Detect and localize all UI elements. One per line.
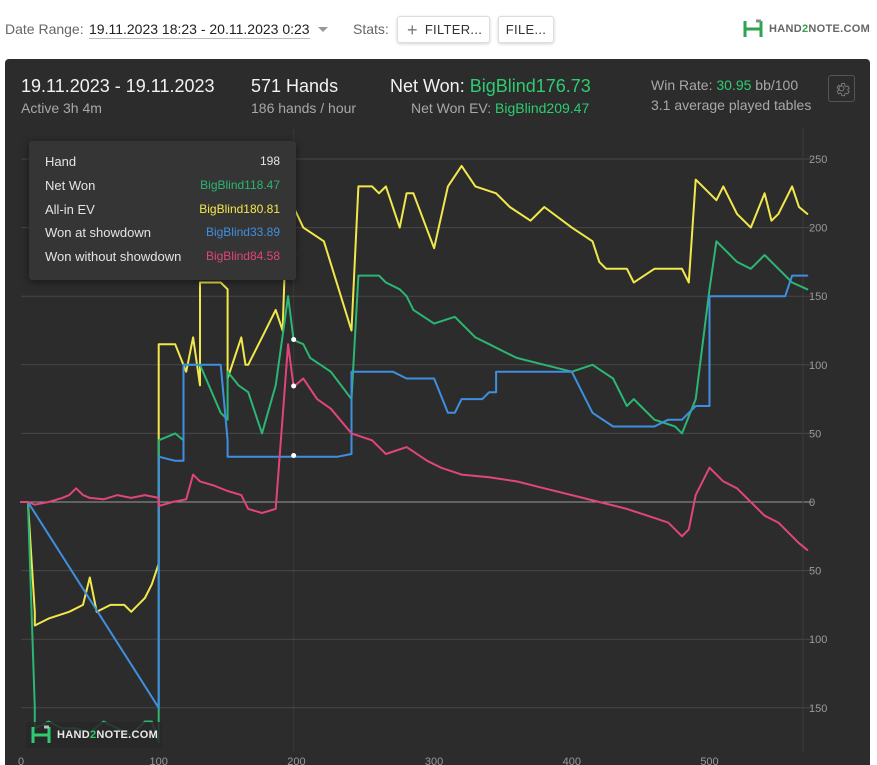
x-tick-label: 400 [563, 756, 581, 765]
results-panel: 19.11.2023 - 19.11.2023 Active 3h 4m 571… [5, 59, 870, 765]
hover-point [291, 383, 297, 389]
tooltip-value: BigBlind33.89 [205, 225, 280, 239]
net-won-ev: Net Won EV: BigBlind209.47 [411, 100, 589, 116]
filter-button[interactable]: + FILTER... [397, 16, 490, 43]
tooltip-value: BigBlind84.58 [205, 249, 280, 263]
tooltip-label: All-in EV [45, 202, 95, 217]
tooltip-row-net-won: Net Won BigBlind118.47 [45, 178, 280, 193]
net-won-ev-label: Net Won EV: [411, 100, 492, 116]
hover-point [291, 336, 297, 342]
tooltip-row-hand: Hand 198 [45, 154, 280, 169]
net-won-value: BigBlind176.73 [469, 76, 591, 96]
y-tick-label: 200 [809, 223, 827, 235]
x-tick-label: 500 [700, 756, 718, 765]
y-tick-label: 150 [809, 703, 827, 715]
series-line-no-showdown [20, 343, 809, 551]
hover-point [291, 453, 297, 459]
net-won-label: Net Won: [390, 76, 465, 96]
settings-button[interactable] [828, 75, 855, 102]
y-tick-label: 100 [809, 360, 827, 372]
average-tables: 3.1 average played tables [651, 97, 812, 113]
chevron-down-icon[interactable] [318, 27, 328, 32]
gear-icon [836, 83, 850, 97]
stats-label: Stats: [353, 21, 389, 37]
net-won: Net Won: BigBlind176.73 [390, 76, 591, 97]
win-rate: Win Rate: 30.95 bb/100 [651, 77, 798, 93]
watermark-text: HAND2NOTE.COM [57, 729, 159, 741]
tooltip-row-no-showdown: Won without showdown BigBlind84.58 [45, 249, 280, 264]
series-line-net-won [20, 240, 809, 744]
file-button-label: FILE... [505, 22, 547, 37]
tooltip-value: BigBlind180.81 [199, 202, 280, 216]
tooltip-row-showdown: Won at showdown BigBlind33.89 [45, 225, 280, 240]
filter-button-label: FILTER... [424, 22, 483, 37]
tooltip-value: 198 [259, 154, 280, 168]
win-rate-value: 30.95 [716, 77, 752, 93]
top-toolbar: Date Range: 19.11.2023 18:23 - 20.11.202… [0, 0, 877, 58]
hand2note-logo-icon [743, 19, 763, 37]
brand-name: HAND2NOTE.COM [769, 23, 871, 35]
series-line-allin-ev [20, 164, 809, 627]
tooltip-label: Net Won [45, 178, 96, 193]
hands-count: 571 Hands [251, 76, 339, 96]
plus-icon: + [407, 19, 418, 40]
file-button[interactable]: FILE... [498, 16, 554, 43]
hover-tooltip: Hand 198 Net Won BigBlind118.47 All-in E… [29, 141, 296, 280]
tooltip-label: Won without showdown [45, 249, 182, 264]
date-range-label: Date Range: [5, 21, 84, 37]
hands-per-hour: 186 hands / hour [251, 100, 357, 116]
win-rate-label: Win Rate: [651, 77, 713, 93]
tooltip-value: BigBlind118.47 [200, 178, 280, 192]
win-rate-unit: bb/100 [755, 77, 799, 93]
x-tick-label: 100 [150, 756, 168, 765]
x-tick-label: 300 [425, 756, 443, 765]
date-range-selector[interactable]: 19.11.2023 18:23 - 20.11.2023 0:23 [89, 21, 310, 39]
series-line-showdown [20, 274, 809, 709]
y-tick-label: 150 [809, 291, 827, 303]
y-tick-label: 50 [809, 428, 821, 440]
net-won-ev-value: BigBlind209.47 [495, 100, 590, 116]
x-tick-label: 0 [18, 756, 24, 765]
tooltip-label: Won at showdown [45, 225, 151, 240]
tooltip-row-allin-ev: All-in EV BigBlind180.81 [45, 202, 280, 217]
hand2note-watermark: HAND2NOTE.COM [26, 722, 163, 748]
hand2note-logo-icon [31, 725, 51, 743]
y-tick-label: 0 [809, 497, 815, 509]
y-tick-label: 50 [809, 566, 821, 578]
y-tick-label: 100 [809, 634, 827, 646]
session-active-time: Active 3h 4m [21, 100, 102, 116]
x-tick-label: 200 [287, 756, 305, 765]
session-date: 19.11.2023 - 19.11.2023 [21, 76, 215, 96]
tooltip-label: Hand [45, 154, 77, 169]
y-tick-label: 250 [809, 154, 827, 166]
brand-logo[interactable]: HAND2NOTE.COM [742, 18, 870, 40]
